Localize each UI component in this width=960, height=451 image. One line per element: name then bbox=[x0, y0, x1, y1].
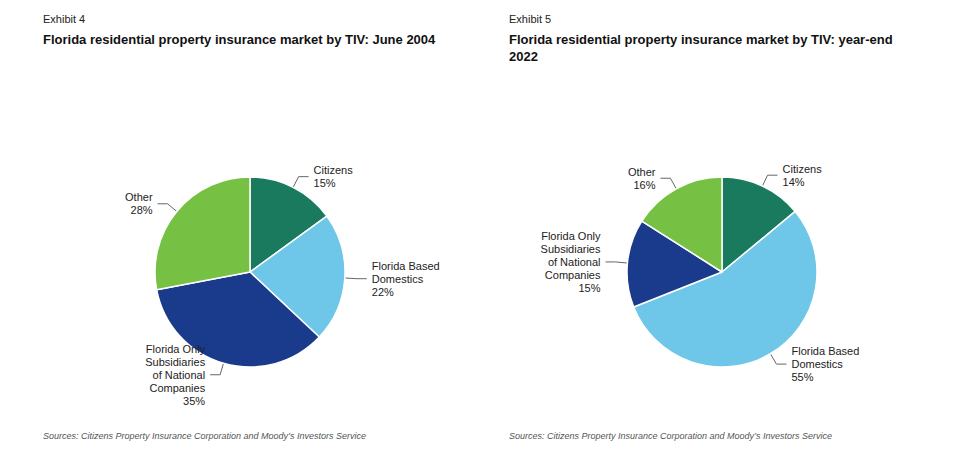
svg-text:14%: 14% bbox=[783, 176, 805, 188]
svg-text:Florida Based: Florida Based bbox=[372, 260, 440, 272]
svg-text:of National: of National bbox=[548, 256, 601, 268]
svg-text:Domestics: Domestics bbox=[372, 273, 424, 285]
svg-text:15%: 15% bbox=[578, 282, 600, 294]
svg-text:Companies: Companies bbox=[150, 382, 206, 394]
svg-text:Citizens: Citizens bbox=[314, 164, 354, 176]
svg-text:Florida Only: Florida Only bbox=[541, 230, 601, 242]
svg-text:Citizens: Citizens bbox=[783, 163, 823, 175]
svg-text:Exhibit 4: Exhibit 4 bbox=[43, 13, 85, 25]
svg-text:28%: 28% bbox=[131, 204, 153, 216]
svg-text:Sources: Citizens Property Ins: Sources: Citizens Property Insurance Cor… bbox=[43, 431, 366, 441]
svg-text:Florida Only: Florida Only bbox=[146, 343, 206, 355]
svg-text:35%: 35% bbox=[183, 395, 205, 407]
svg-text:Subsidiaries: Subsidiaries bbox=[145, 356, 205, 368]
svg-text:16%: 16% bbox=[633, 179, 655, 191]
svg-text:Domestics: Domestics bbox=[791, 358, 843, 370]
svg-text:Florida residential property i: Florida residential property insurance m… bbox=[509, 32, 893, 47]
svg-text:of National: of National bbox=[153, 369, 206, 381]
svg-text:22%: 22% bbox=[372, 286, 394, 298]
svg-text:Florida residential property i: Florida residential property insurance m… bbox=[43, 32, 436, 47]
svg-text:55%: 55% bbox=[791, 371, 813, 383]
svg-text:Florida Based: Florida Based bbox=[791, 345, 859, 357]
svg-text:Other: Other bbox=[628, 166, 656, 178]
svg-text:Exhibit 5: Exhibit 5 bbox=[509, 13, 551, 25]
svg-text:Companies: Companies bbox=[545, 269, 601, 281]
svg-text:Subsidiaries: Subsidiaries bbox=[541, 243, 601, 255]
svg-text:15%: 15% bbox=[314, 177, 336, 189]
svg-text:Other: Other bbox=[125, 191, 153, 203]
svg-text:Sources: Citizens Property Ins: Sources: Citizens Property Insurance Cor… bbox=[509, 431, 832, 441]
svg-text:2022: 2022 bbox=[509, 49, 538, 64]
